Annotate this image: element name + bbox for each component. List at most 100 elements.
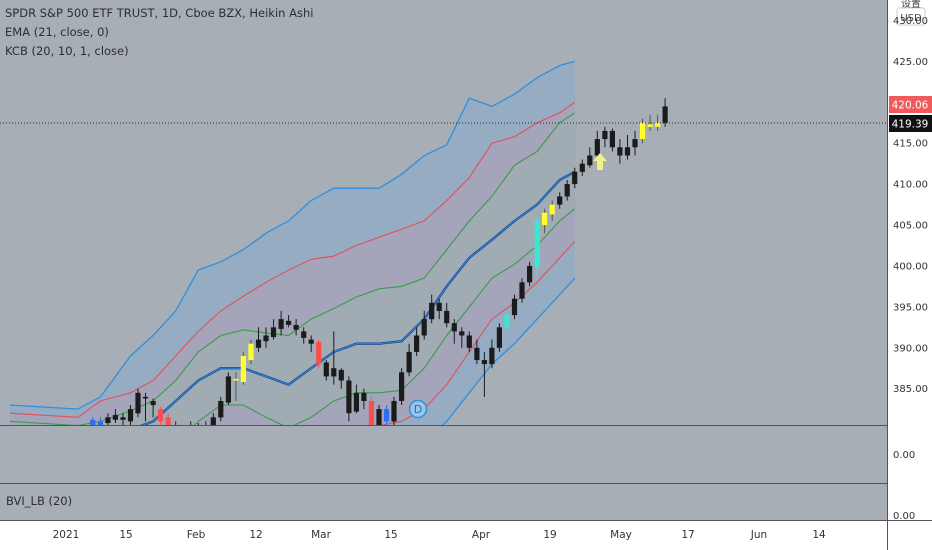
candle [175, 421, 177, 426]
candle-body [489, 347, 495, 365]
candle [233, 372, 239, 401]
mid-pane-tick: 0.00 [893, 450, 915, 461]
candle [255, 327, 262, 352]
candle [564, 180, 570, 201]
candle [421, 310, 427, 340]
candle [481, 351, 487, 397]
candle [496, 323, 502, 352]
candle-body [534, 220, 540, 268]
time-tick-label: 15 [384, 529, 397, 541]
bvi-legend: BVI_LB (20) [6, 494, 72, 508]
candle [301, 327, 307, 344]
candle [376, 405, 382, 426]
candle-body [165, 417, 171, 426]
candle-body [579, 163, 585, 172]
candle-body [519, 282, 525, 299]
candle [338, 368, 344, 389]
candle-body [338, 369, 344, 381]
candle-body [112, 414, 118, 420]
candle-body [511, 298, 518, 316]
time-axis[interactable]: 2021 15 Feb 12 Mar 15 Apr 19 May 17 Jun 14 [53, 529, 826, 541]
time-tick-label: 2021 [53, 529, 80, 541]
candle-body [399, 372, 405, 401]
candle-body [301, 331, 307, 338]
candle-body [436, 302, 442, 311]
candle-body [218, 401, 224, 418]
currency-box[interactable] [896, 7, 926, 26]
price-tick-label: 400.00 [893, 261, 928, 272]
candle-body [655, 122, 661, 127]
candle [579, 159, 585, 176]
up-arrow-icon [593, 153, 607, 170]
candle [286, 315, 292, 328]
candle [127, 405, 134, 426]
candle-body [587, 155, 593, 166]
candle-body [639, 122, 646, 140]
candle-body [444, 310, 450, 324]
candle-body [135, 392, 141, 414]
candle-body [527, 265, 533, 283]
candle [105, 413, 111, 426]
currency-label: USD [900, 13, 922, 24]
candle [190, 421, 192, 426]
candle-layer [90, 98, 668, 426]
candle-body [549, 204, 555, 215]
candle-body [90, 419, 96, 426]
candle [90, 417, 96, 426]
candle [278, 310, 284, 336]
ema-line-highlight [140, 171, 576, 426]
candle-body [270, 327, 277, 338]
candle [594, 130, 600, 160]
candle-body [451, 323, 457, 332]
inner-lower-band-line [192, 208, 576, 426]
earnings-event-badge[interactable]: D [408, 399, 428, 419]
outer-upper-band-line [9, 60, 575, 410]
candle-body [120, 417, 126, 420]
candle-body [421, 319, 427, 336]
candle [391, 396, 397, 426]
candle [150, 398, 156, 418]
candle [549, 200, 555, 221]
candle-body [406, 351, 412, 373]
candle [459, 327, 465, 348]
candle [142, 392, 149, 422]
price-tick-label: 395.00 [893, 302, 928, 313]
candle-body [617, 147, 623, 156]
time-tick-label: Mar [311, 529, 331, 541]
candle [632, 130, 638, 156]
candle [602, 126, 608, 148]
candle [97, 417, 103, 426]
candle-body [278, 319, 284, 329]
candle-body [286, 320, 292, 325]
candle-body [240, 355, 246, 383]
indicator-pane-1 [0, 425, 887, 484]
candle-body [542, 212, 548, 226]
inner-band-fill [10, 112, 575, 426]
candle-body [647, 124, 653, 127]
candle [383, 405, 390, 426]
time-tick-label: May [610, 529, 632, 541]
time-tick-label: Apr [472, 529, 491, 541]
last-price-tag-black: 419.39 [889, 115, 932, 132]
price-tick-label: 415.00 [893, 139, 928, 150]
candle-body [293, 324, 299, 330]
candle [519, 278, 525, 303]
price-tick-label: 425.00 [893, 57, 928, 68]
candle [609, 128, 615, 152]
candle-body [624, 147, 631, 156]
candle [368, 396, 374, 426]
event-badge-label: D [414, 403, 422, 416]
candle [414, 327, 420, 356]
price-axis[interactable]: 设置 USD 430.00425.00420.00415.00410.00405… [889, 0, 932, 522]
candle-body [572, 171, 578, 185]
candle-body [414, 335, 420, 352]
candle-body [97, 421, 103, 426]
candle-body [594, 139, 600, 156]
candle [399, 368, 405, 405]
price-tick-label: 385.00 [893, 384, 928, 395]
price-tick-label: 410.00 [893, 180, 928, 191]
candle [474, 339, 480, 365]
candle [165, 413, 171, 426]
candle-body [632, 139, 638, 148]
